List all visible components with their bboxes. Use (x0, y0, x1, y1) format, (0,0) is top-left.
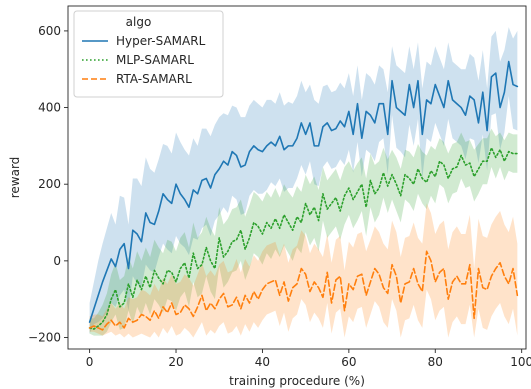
x-tick-label: 20 (168, 355, 183, 369)
y-tick-label: −200 (28, 331, 61, 345)
legend-label-rta-samarl: RTA-SAMARL (116, 72, 192, 86)
series-lines (88, 60, 519, 331)
line-mlp-samarl (88, 146, 519, 330)
plot-frame (67, 5, 527, 350)
x-axis-ticks: 0 20 40 60 80 100 (86, 349, 531, 369)
legend-title: algo (126, 15, 152, 29)
legend-label-hyper-samarl: Hyper-SAMARL (116, 34, 206, 48)
y-tick-label: 200 (38, 177, 61, 191)
legend: algo Hyper-SAMARL MLP-SAMARL RTA-SAMARL (73, 10, 224, 98)
line-hyper-samarl (88, 60, 519, 323)
x-tick-label: 60 (341, 355, 356, 369)
y-tick-label: 600 (38, 24, 61, 38)
legend-box (73, 10, 224, 98)
y-axis-ticks: −200 0 200 400 600 (28, 24, 68, 345)
legend-items: Hyper-SAMARL MLP-SAMARL RTA-SAMARL (82, 34, 206, 86)
band-hyper-samarl (89, 27, 518, 334)
x-tick-label: 100 (510, 355, 531, 369)
y-axis-label: reward (8, 157, 22, 199)
x-tick-label: 0 (86, 355, 94, 369)
y-tick-label: 0 (53, 254, 61, 268)
x-tick-label: 40 (255, 355, 270, 369)
x-tick-label: 80 (428, 355, 443, 369)
line-rta-samarl (88, 250, 519, 331)
x-axis-label: training procedure (%) (229, 374, 365, 388)
legend-label-mlp-samarl: MLP-SAMARL (116, 53, 194, 67)
y-tick-label: 400 (38, 101, 61, 115)
